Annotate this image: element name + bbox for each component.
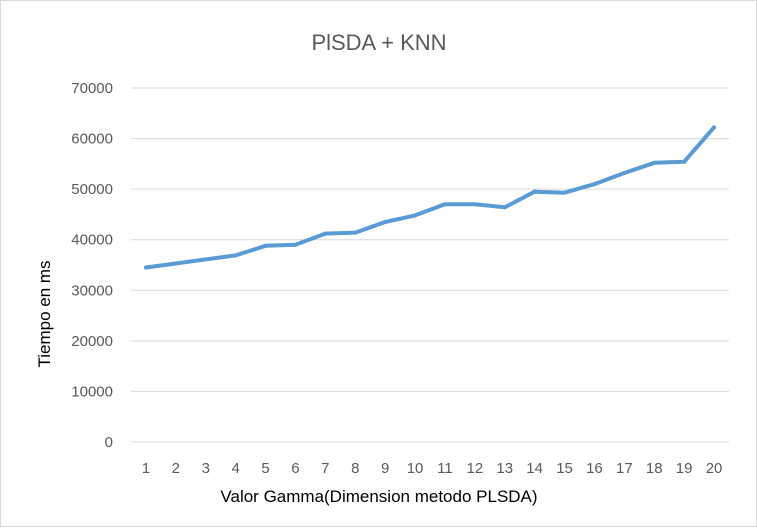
x-tick-label: 17 — [616, 460, 633, 477]
data-point — [442, 202, 447, 207]
x-tick-label: 14 — [526, 460, 543, 477]
y-tick-label: 30000 — [71, 282, 113, 299]
x-tick-label: 15 — [556, 460, 573, 477]
x-tick-label: 11 — [437, 460, 453, 477]
data-point — [622, 170, 627, 175]
y-tick-label: 40000 — [71, 232, 113, 249]
chart-title: PlSDA + KNN — [311, 30, 446, 55]
y-tick-label: 10000 — [71, 383, 113, 400]
data-point — [712, 125, 717, 130]
data-point — [203, 257, 208, 262]
x-tick-label: 5 — [261, 460, 269, 477]
data-point — [353, 230, 358, 235]
data-point — [562, 190, 567, 195]
series-layer — [143, 125, 717, 270]
x-tick-label: 13 — [496, 460, 513, 477]
x-tick-label: 9 — [381, 460, 389, 477]
x-tick-label: 6 — [291, 460, 299, 477]
data-point — [502, 205, 507, 210]
data-point — [652, 160, 657, 165]
x-axis-ticks: 1 2 3 4 5 6 7 8 9 10 11 12 13 14 15 16 17 18 19 20 — [142, 460, 723, 477]
data-point — [143, 265, 148, 270]
data-point — [682, 159, 687, 164]
data-point — [233, 253, 238, 258]
x-tick-label: 4 — [231, 460, 239, 477]
y-axis-ticks: 0 10000 20000 30000 40000 50000 60000 70000 — [71, 80, 113, 451]
x-tick-label: 20 — [706, 460, 723, 477]
x-tick-label: 7 — [321, 460, 329, 477]
y-tick-label: 50000 — [71, 181, 113, 198]
x-tick-label: 16 — [586, 460, 603, 477]
y-tick-label: 70000 — [71, 80, 113, 97]
x-tick-label: 18 — [646, 460, 663, 477]
data-point — [383, 220, 388, 225]
data-point — [293, 242, 298, 247]
x-tick-label: 10 — [407, 460, 424, 477]
x-tick-label: 1 — [142, 460, 150, 477]
x-tick-label: 3 — [202, 460, 210, 477]
data-point — [323, 231, 328, 236]
y-tick-label: 60000 — [71, 131, 113, 148]
y-tick-label: 0 — [105, 434, 113, 451]
data-point — [263, 243, 268, 248]
data-point — [413, 213, 418, 218]
data-point — [592, 182, 597, 187]
data-point — [173, 261, 178, 266]
series-line — [143, 125, 716, 270]
y-axis-title: Tiempo en ms — [35, 260, 54, 367]
x-axis-title: Valor Gamma(Dimension metodo PLSDA) — [220, 487, 537, 506]
gridlines — [131, 87, 729, 443]
x-tick-label: 8 — [351, 460, 359, 477]
x-tick-label: 2 — [172, 460, 180, 477]
data-point — [472, 202, 477, 207]
x-tick-label: 12 — [467, 460, 484, 477]
x-tick-label: 19 — [676, 460, 693, 477]
data-point — [532, 189, 537, 194]
y-tick-label: 20000 — [71, 333, 113, 350]
